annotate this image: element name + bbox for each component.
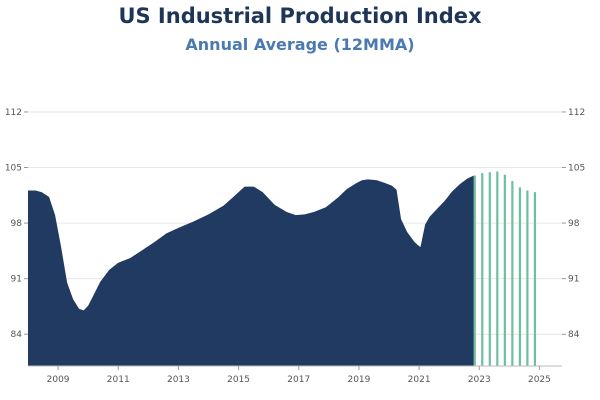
area-series xyxy=(28,175,474,366)
x-tick-label: 2025 xyxy=(528,375,551,385)
y-tick-label-left: 112 xyxy=(5,108,22,118)
axes: 84 84 91 91 98 98 105 105 112 112 2009 2011 2013 2015… xyxy=(5,108,585,385)
x-tick-label: 2019 xyxy=(347,375,370,385)
x-tick-label: 2015 xyxy=(227,375,250,385)
y-tick-label-right: 84 xyxy=(568,330,580,340)
y-tick-label-left: 91 xyxy=(11,275,22,285)
area-series-path xyxy=(28,175,474,366)
forecast-series xyxy=(473,171,537,366)
chart-subtitle: Annual Average (12MMA) xyxy=(185,35,415,54)
x-tick-label: 2009 xyxy=(47,375,70,385)
chart-title: US Industrial Production Index xyxy=(118,4,482,28)
y-tick-label-right: 112 xyxy=(568,108,585,118)
x-tick-label: 2023 xyxy=(468,375,491,385)
x-tick-label: 2021 xyxy=(408,375,431,385)
y-tick-label-right: 98 xyxy=(568,219,580,229)
x-tick-label: 2013 xyxy=(167,375,190,385)
y-tick-label-right: 105 xyxy=(568,164,585,174)
x-tick-label: 2017 xyxy=(287,375,310,385)
y-tick-label-left: 105 xyxy=(5,164,22,174)
y-tick-label-left: 84 xyxy=(11,330,23,340)
y-tick-label-left: 98 xyxy=(11,219,23,229)
x-tick-label: 2011 xyxy=(107,375,130,385)
y-tick-label-right: 91 xyxy=(568,275,579,285)
